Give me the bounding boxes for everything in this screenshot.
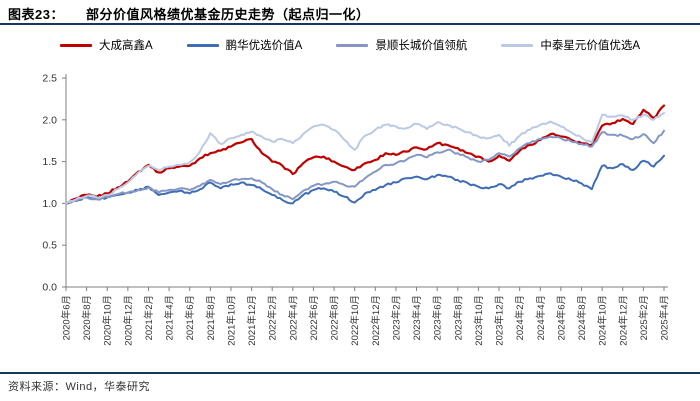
series-line-2	[65, 129, 665, 205]
x-tick-label: 2024年8月	[576, 295, 588, 340]
x-tick-label: 2020年10月	[102, 295, 114, 346]
y-tick-label: 2.0	[42, 114, 57, 126]
x-tick-label: 2023年4月	[411, 295, 423, 340]
chart-legend: 大成高鑫A 鹏华优选价值A 景顺长城价值领航 中泰星元价值优选A	[0, 37, 700, 53]
legend-swatch-icon	[59, 43, 92, 47]
x-tick-label: 2024年2月	[514, 295, 526, 340]
x-tick-label: 2024年12月	[617, 295, 629, 346]
figure-number-label: 图表23：	[8, 7, 64, 22]
legend-swatch-icon	[336, 43, 369, 47]
chart-area: 0.0 0.5 1.0 1.5 2.0 2.5 2020年6月 2020年8月 2020年10月…	[0, 56, 700, 368]
legend-item-2[interactable]: 景顺长城价值领航	[336, 37, 467, 53]
x-tick-label: 2024年10月	[597, 295, 609, 346]
x-tick-label: 2022年8月	[329, 295, 341, 340]
figure-header: 图表23： 部分价值风格绩优基金历史走势（起点归一化）	[8, 4, 692, 23]
x-tick-label: 2024年4月	[535, 295, 547, 340]
legend-label: 中泰星元价值优选A	[540, 40, 640, 52]
x-tick-label: 2022年4月	[287, 295, 299, 340]
legend-item-1[interactable]: 鹏华优选价值A	[186, 37, 303, 53]
series-line-3	[65, 112, 665, 205]
x-tick-label: 2020年8月	[81, 295, 93, 340]
legend-label: 大成高鑫A	[98, 40, 153, 52]
y-tick-label: 1.5	[42, 156, 57, 168]
title-divider	[0, 23, 700, 25]
legend-swatch-icon	[186, 43, 219, 47]
legend-swatch-icon	[501, 43, 534, 47]
x-tick-label: 2022年2月	[267, 295, 279, 340]
y-tick-label: 0.5	[42, 240, 57, 252]
source-note: 资料来源：Wind，华泰研究	[8, 381, 151, 393]
x-tick-label: 2020年12月	[122, 295, 134, 346]
legend-label: 鹏华优选价值A	[225, 40, 303, 52]
x-tick-label: 2022年12月	[370, 295, 382, 346]
x-tick-label: 2021年4月	[164, 295, 176, 340]
series-line-0	[64, 104, 666, 205]
y-tick-label: 0.0	[42, 282, 57, 294]
x-tick-label: 2023年2月	[390, 295, 402, 340]
figure-title: 部分价值风格绩优基金历史走势（起点归一化）	[85, 7, 370, 22]
x-tick-label: 2021年6月	[184, 295, 196, 340]
x-tick-label: 2025年2月	[638, 295, 650, 340]
x-tick-label: 2023年8月	[452, 295, 464, 340]
x-tick-label: 2023年6月	[432, 295, 444, 340]
series-line-1	[65, 154, 665, 205]
x-tick-label: 2025年4月	[659, 295, 671, 340]
x-tick-label: 2023年10月	[473, 295, 485, 346]
x-tick-label: 2020年6月	[61, 295, 73, 340]
x-tick-label: 2022年10月	[349, 295, 361, 346]
x-tick-label: 2021年10月	[225, 295, 237, 346]
legend-item-0[interactable]: 大成高鑫A	[59, 37, 153, 53]
legend-item-3[interactable]: 中泰星元价值优选A	[501, 37, 640, 53]
x-tick-label: 2021年2月	[143, 295, 155, 340]
y-tick-label: 2.5	[42, 73, 57, 85]
footer-divider	[0, 372, 700, 374]
line-chart: 0.0 0.5 1.0 1.5 2.0 2.5 2020年6月 2020年8月 2020年10月…	[42, 73, 671, 346]
x-tick-label: 2023年12月	[494, 295, 506, 346]
x-tick-label: 2024年6月	[555, 295, 567, 340]
legend-label: 景顺长城价值领航	[375, 40, 468, 52]
x-tick-label: 2021年8月	[205, 295, 217, 340]
y-tick-label: 1.0	[42, 198, 57, 210]
x-tick-label: 2022年6月	[308, 295, 320, 340]
x-tick-label: 2021年12月	[246, 295, 258, 346]
